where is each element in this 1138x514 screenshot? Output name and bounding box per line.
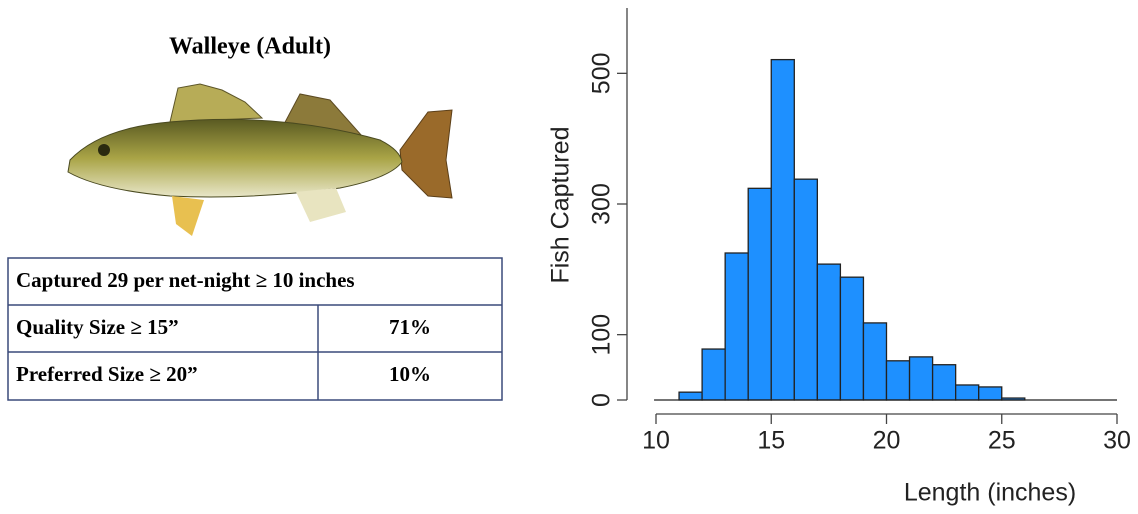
- x-tick-label: 15: [757, 427, 785, 455]
- y-tick-label: 500: [588, 52, 616, 94]
- fish-title: Walleye (Adult): [169, 34, 331, 60]
- y-tick-label: 0: [588, 393, 616, 407]
- bar: [679, 392, 702, 400]
- page: Walleye (Adult) Captured 29 per net-nigh…: [0, 0, 1138, 514]
- bar: [840, 277, 863, 400]
- bar: [979, 387, 1002, 400]
- y-tick-label: 100: [588, 314, 616, 356]
- bar: [956, 385, 979, 400]
- table-cell: 71%: [389, 315, 431, 339]
- table-cell: Captured 29 per net-night ≥ 10 inches: [16, 268, 355, 292]
- bar: [771, 60, 794, 400]
- table-cell: Quality Size ≥ 15”: [16, 315, 179, 339]
- y-axis-label: Fish Captured: [547, 126, 575, 283]
- bar: [794, 179, 817, 400]
- y-tick-label: 300: [588, 183, 616, 225]
- bar: [702, 349, 725, 400]
- bar: [910, 357, 933, 400]
- table-cell: Preferred Size ≥ 20”: [16, 362, 198, 386]
- bar: [817, 264, 840, 400]
- table-cell: 10%: [389, 362, 431, 386]
- x-tick-label: 25: [988, 427, 1016, 455]
- fish-illustration: [68, 84, 452, 236]
- bar: [863, 323, 886, 400]
- x-tick-label: 30: [1103, 427, 1131, 455]
- x-tick-label: 10: [642, 427, 670, 455]
- bar: [933, 365, 956, 400]
- bar: [748, 188, 771, 400]
- bar: [887, 361, 910, 400]
- bar: [725, 253, 748, 400]
- x-axis-label: Length (inches): [904, 479, 1076, 507]
- x-tick-label: 20: [873, 427, 901, 455]
